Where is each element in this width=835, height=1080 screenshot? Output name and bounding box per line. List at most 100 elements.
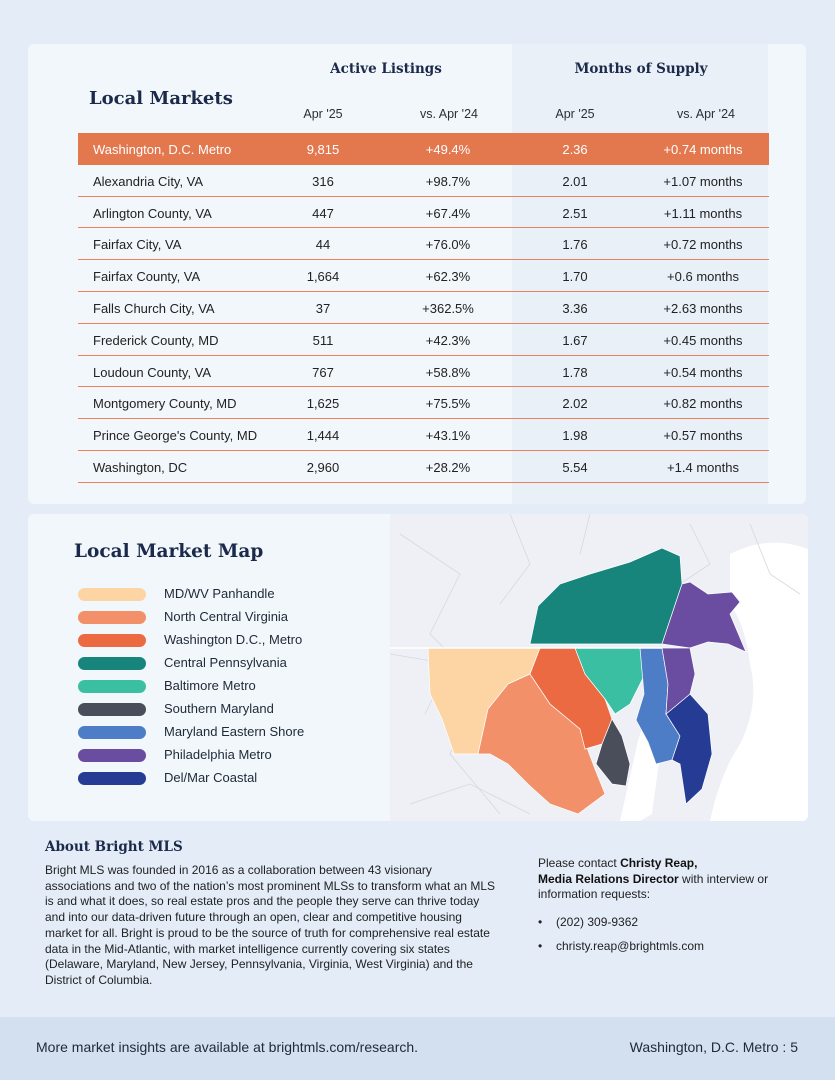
local-markets-title: Local Markets: [89, 88, 233, 109]
months-supply-change: +1.11 months: [663, 205, 743, 221]
table-row: Fairfax County, VA 1,664 +62.3% 1.70 +0.6 mo…: [78, 260, 769, 292]
active-listings-change: +49.4%: [425, 142, 471, 157]
legend-label: Philadelphia Metro: [164, 747, 272, 762]
months-supply-value: 1.98: [562, 428, 588, 444]
months-supply-change: +0.82 months: [663, 396, 743, 412]
legend-swatch: [78, 726, 146, 739]
about-title: About Bright MLS: [45, 839, 183, 855]
contact-suffix: with interview or information requests:: [538, 871, 769, 902]
table-row: Falls Church City, VA 37 +362.5% 3.36 +2.63 …: [78, 292, 769, 324]
legend-label: Central Pennsylvania: [164, 655, 287, 670]
legend-label: North Central Virginia: [164, 609, 289, 624]
contact-phone[interactable]: (202) 309-9362: [556, 915, 639, 929]
table-row: Prince George's County, MD 1,444 +43.1% 1.9…: [78, 419, 769, 451]
active-listings-change: +67.4%: [425, 205, 471, 221]
table-row: Arlington County, VA 447 +67.4% 2.51 +1.11 m…: [78, 197, 769, 229]
active-listings-value: 1,625: [306, 396, 340, 412]
active-listings-change: +42.3%: [425, 332, 471, 348]
active-listings-value: 9,815: [306, 142, 340, 157]
months-supply-change: +0.54 months: [663, 364, 743, 380]
market-name: Arlington County, VA: [93, 205, 212, 221]
legend-swatch: [78, 703, 146, 716]
legend-swatch: [78, 634, 146, 647]
active-listings-change: +58.8%: [425, 364, 471, 380]
active-listings-value: 37: [315, 300, 331, 316]
active-listings-value: 767: [312, 364, 334, 380]
col-supply-apr25: Apr '25: [555, 107, 595, 121]
active-listings-change: +76.0%: [425, 237, 471, 253]
market-name: Prince George's County, MD: [93, 428, 258, 444]
contact-text: Please contact Christy Reap, Media Relat…: [538, 856, 798, 903]
market-name: Washington, DC: [93, 459, 188, 475]
active-listings-value: 1,444: [306, 428, 340, 444]
about-body: Bright MLS was founded in 2016 as a coll…: [45, 863, 495, 987]
months-supply-value: 1.70: [562, 269, 588, 285]
market-name: Falls Church City, VA: [93, 300, 215, 316]
active-listings-change: +62.3%: [425, 269, 471, 285]
del-mar-coastal-region: [665, 693, 713, 805]
legend-swatch: [78, 749, 146, 762]
active-listings-value: 447: [312, 205, 334, 221]
philadelphia-metro-south-region: [661, 647, 696, 715]
table-row: Washington, DC 2,960 +28.2% 5.54 +1.4 months: [78, 451, 769, 483]
contact-name: Christy Reap,: [620, 856, 698, 870]
months-supply-value: 3.36: [562, 300, 588, 316]
months-of-supply-header: Months of Supply: [574, 61, 708, 77]
table-row: Fairfax City, VA 44 +76.0% 1.76 +0.72 months: [78, 228, 769, 261]
region-map: [389, 514, 808, 821]
legend-label: Southern Maryland: [164, 701, 274, 716]
months-supply-change: +1.07 months: [663, 173, 743, 189]
footer-page-label: Washington, D.C. Metro : 5: [629, 1039, 798, 1055]
market-name: Montgomery County, MD: [93, 396, 237, 412]
contact-email[interactable]: christy.reap@brightmls.com: [556, 939, 704, 953]
table-row: Frederick County, MD 511 +42.3% 1.67 +0.45 m…: [78, 324, 769, 356]
legend-label: MD/WV Panhandle: [164, 586, 275, 601]
legend-swatch: [78, 680, 146, 693]
months-supply-value: 1.76: [562, 237, 588, 253]
months-supply-value: 2.51: [562, 205, 588, 221]
active-listings-value: 2,960: [306, 459, 340, 475]
months-supply-change: +2.63 months: [663, 300, 743, 316]
legend-swatch: [78, 657, 146, 670]
active-listings-change: +43.1%: [425, 428, 471, 444]
market-name: Fairfax City, VA: [93, 237, 182, 253]
market-name: Fairfax County, VA: [93, 269, 201, 285]
active-listings-change: +75.5%: [425, 396, 471, 412]
active-listings-change: +28.2%: [425, 459, 471, 475]
col-active-apr25: Apr '25: [303, 107, 343, 121]
region-map-svg: [389, 514, 808, 821]
months-supply-change: +0.45 months: [663, 332, 743, 348]
months-supply-change: +1.4 months: [667, 459, 739, 475]
months-supply-value: 5.54: [562, 459, 588, 475]
active-listings-change: +362.5%: [422, 300, 474, 316]
col-active-vs-apr24: vs. Apr '24: [420, 107, 478, 121]
months-supply-change: +0.57 months: [663, 428, 743, 444]
southern-maryland-region: [595, 718, 631, 787]
active-listings-value: 316: [312, 173, 334, 189]
months-supply-value: 1.67: [562, 332, 588, 348]
active-listings-header: Active Listings: [330, 61, 442, 77]
contact-role: Media Relations Director: [538, 871, 679, 886]
table-row: Washington, D.C. Metro 9,815 +49.4% 2.36 +0.…: [78, 133, 769, 165]
ocean: [710, 542, 808, 821]
months-supply-value: 2.02: [562, 396, 588, 412]
contact-prefix: Please contact: [538, 856, 621, 870]
footer-research-link[interactable]: More market insights are available at br…: [36, 1039, 419, 1055]
months-of-supply-column-band: [512, 44, 768, 504]
table-row: Alexandria City, VA 316 +98.7% 2.01 +1.07 mo…: [78, 165, 769, 197]
legend-label: Washington D.C., Metro: [164, 632, 303, 647]
philadelphia-metro-region: [661, 581, 747, 653]
months-supply-change: +0.72 months: [663, 237, 743, 253]
months-supply-change: +0.74 months: [663, 142, 743, 157]
local-markets-card: Local Markets Active Listings Months of …: [28, 44, 806, 504]
local-market-map-title: Local Market Map: [74, 541, 264, 562]
market-name: Loudoun County, VA: [93, 364, 212, 380]
months-supply-value: 2.36: [562, 142, 588, 157]
market-name: Washington, D.C. Metro: [93, 142, 232, 157]
legend-label: Maryland Eastern Shore: [164, 724, 305, 739]
active-listings-value: 44: [315, 237, 331, 253]
legend-label: Baltimore Metro: [164, 678, 256, 693]
local-market-map-card: Local Market Map MD/WV Panhandle North Ce…: [28, 514, 808, 821]
months-supply-value: 1.78: [562, 364, 588, 380]
legend-label: Del/Mar Coastal: [164, 770, 258, 785]
